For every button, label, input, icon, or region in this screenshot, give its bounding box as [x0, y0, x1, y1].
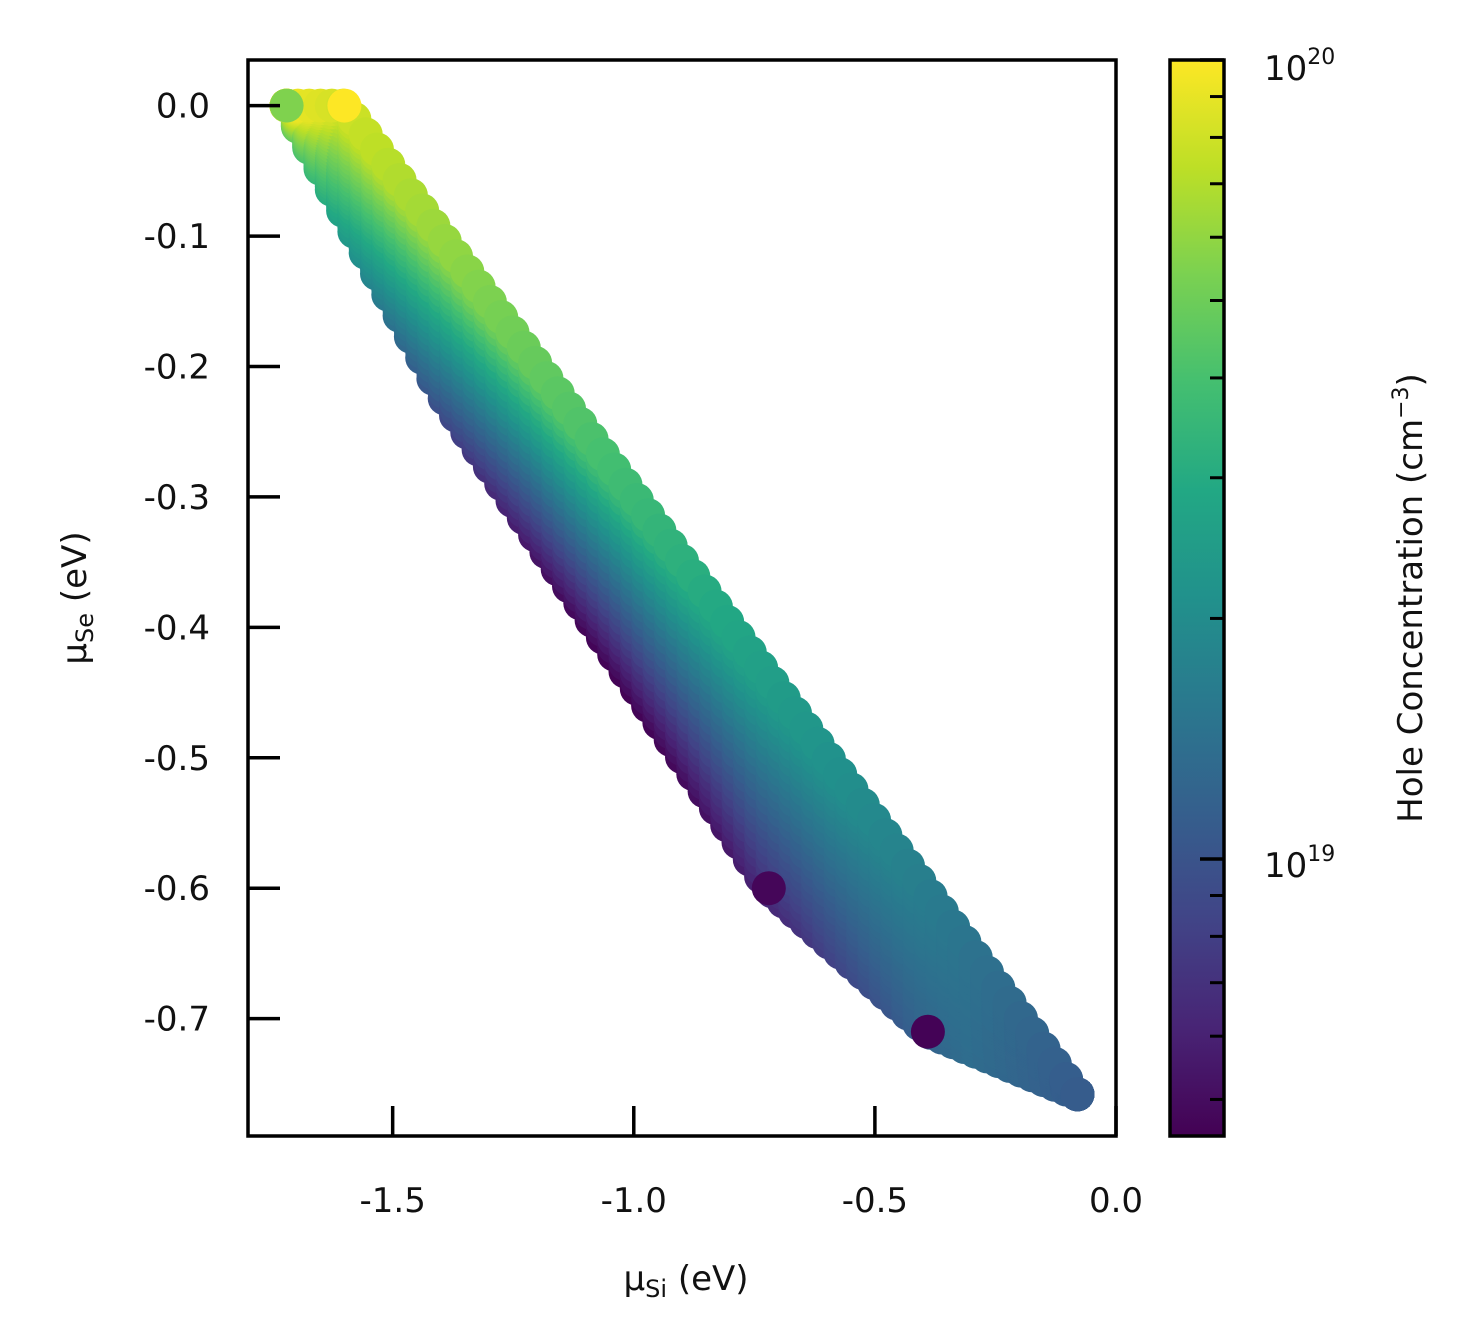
- scatter-point: [327, 88, 362, 123]
- y-tick-label: -0.2: [144, 347, 210, 387]
- scatter-point: [910, 1014, 945, 1049]
- x-tick-label: -0.5: [842, 1181, 908, 1221]
- colorbar-tick-label: 1020: [1264, 45, 1335, 89]
- scatter-points: [269, 88, 1095, 1112]
- x-axis-label: μSi (eV): [623, 1259, 748, 1303]
- y-tick-label: -0.1: [144, 217, 210, 257]
- y-tick-label: -0.3: [144, 478, 210, 518]
- y-tick-label: -0.6: [144, 869, 210, 909]
- x-tick-label: -1.0: [601, 1181, 667, 1221]
- y-tick-label: -0.7: [144, 1000, 210, 1040]
- y-tick-label: -0.4: [144, 608, 210, 648]
- x-tick-label: 0.0: [1089, 1181, 1143, 1221]
- scatter-point: [1060, 1077, 1095, 1112]
- colorbar-frame: [1168, 58, 1226, 1138]
- y-axis-ticks: 0.0 -0.1 -0.2 -0.3 -0.4 -0.5 -0.6 -0.7: [144, 87, 280, 1040]
- colorbar-label: Hole Concentration (cm−3): [1389, 373, 1431, 823]
- scatter-point: [751, 871, 786, 906]
- x-tick-label: -1.5: [359, 1181, 425, 1221]
- plot-frame: [246, 58, 1118, 1138]
- colorbar-tick-label: 1019: [1264, 842, 1335, 886]
- colorbar: [1170, 60, 1224, 1136]
- x-axis-ticks: -1.5 -1.0 -0.5 0.0: [359, 1106, 1143, 1221]
- scatter-point: [269, 88, 304, 123]
- y-axis-label: μSe (eV): [55, 531, 99, 664]
- y-tick-label: 0.0: [156, 87, 210, 127]
- colorbar-ticks: 1019 1020: [1200, 45, 1335, 1101]
- y-tick-label: -0.5: [144, 739, 210, 779]
